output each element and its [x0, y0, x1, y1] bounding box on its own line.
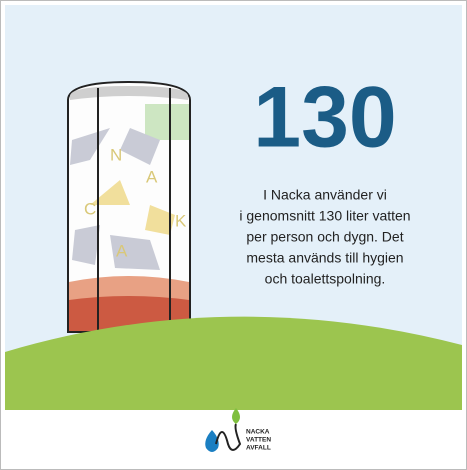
- tower-letter: A: [116, 241, 128, 260]
- body-line: och toalettspolning.: [265, 271, 386, 287]
- logo-line: VATTEN: [246, 437, 271, 444]
- headline: 130: [253, 70, 397, 166]
- body-line: i genomsnitt 130 liter vatten: [239, 208, 410, 224]
- body-line: mesta används till hygien: [246, 250, 403, 266]
- tower-letter: N: [110, 145, 122, 164]
- body-text: I Nacka använder vi i genomsnitt 130 lit…: [239, 187, 410, 287]
- logo-line: AVFALL: [246, 445, 271, 452]
- logo-text: NACKA VATTEN AVFALL: [246, 429, 271, 452]
- tower-letter: A: [146, 167, 158, 186]
- layer-green: [145, 104, 189, 140]
- infographic: N A C K A 130 I Nacka använder vi i geno…: [0, 0, 467, 470]
- water-tower: N A C K A: [68, 82, 190, 332]
- body-line: I Nacka använder vi: [263, 187, 387, 203]
- tower-letter: C: [84, 199, 96, 218]
- body-line: per person och dygn. Det: [246, 229, 403, 245]
- logo-line: NACKA: [246, 429, 270, 436]
- tower-letter: K: [175, 211, 187, 230]
